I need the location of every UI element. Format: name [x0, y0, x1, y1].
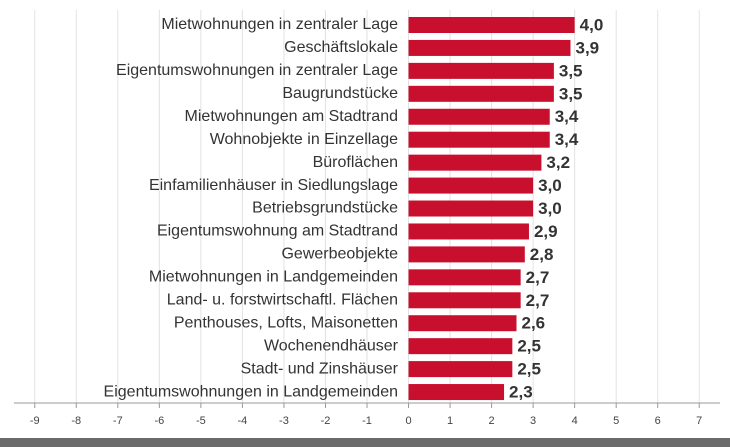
x-tick-label: 7: [696, 415, 702, 427]
category-label: Stadt- und Zinshäuser: [241, 360, 399, 377]
category-label: Mietwohnungen am Stadtrand: [185, 108, 398, 125]
bar: [408, 315, 517, 332]
x-tick-label: 6: [655, 415, 661, 427]
value-label: 2,6: [522, 314, 546, 333]
value-label: 3,5: [559, 61, 583, 80]
x-tick-label: -3: [279, 415, 289, 427]
value-label: 2,8: [530, 245, 554, 264]
x-tick-label: -2: [321, 415, 331, 427]
value-label: 3,0: [538, 199, 562, 218]
category-label: Land- u. forstwirtschaftl. Flächen: [167, 291, 398, 308]
category-label: Eigentumswohnung am Stadtrand: [157, 223, 398, 240]
category-label: Wohnobjekte in Einzellage: [210, 131, 398, 148]
x-tick-label: -6: [154, 415, 164, 427]
category-label: Eigentumswohnungen in Landgemeinden: [104, 383, 398, 400]
bottom-bar: [0, 438, 730, 447]
value-label: 2,3: [509, 383, 533, 402]
category-label: Gewerbeobjekte: [281, 246, 398, 263]
value-label: 3,4: [555, 107, 579, 126]
x-tick-label: -9: [30, 415, 40, 427]
bar: [408, 17, 575, 33]
value-label: 2,7: [526, 291, 550, 310]
value-label: 3,2: [546, 153, 570, 172]
value-label: 2,5: [517, 360, 541, 379]
x-tick-label: -8: [71, 415, 81, 427]
bar: [408, 154, 542, 171]
x-tick-label: 1: [447, 415, 453, 427]
bar: [408, 108, 550, 125]
x-tick-label: -4: [238, 415, 248, 427]
category-label: Wochenendhäuser: [264, 337, 399, 354]
bar: [408, 85, 554, 102]
bar: [408, 246, 525, 263]
value-label: 3,4: [555, 130, 579, 149]
bar: [408, 177, 534, 194]
bar: [408, 361, 513, 378]
category-label: Betriebsgrundstücke: [252, 200, 398, 217]
bar: [408, 338, 513, 355]
value-label: 2,7: [526, 268, 550, 287]
bar: [408, 223, 529, 240]
x-tick-label: -1: [362, 415, 372, 427]
category-label: Eigentumswohnungen in zentraler Lage: [116, 62, 398, 79]
bar: [408, 292, 521, 309]
value-label: 2,5: [517, 337, 541, 356]
x-tick-label: 5: [613, 415, 619, 427]
category-label: Büroflächen: [313, 154, 398, 171]
value-label: 3,0: [538, 176, 562, 195]
x-tick-label: 4: [572, 415, 578, 427]
bar: [408, 200, 534, 217]
bar: [408, 62, 554, 79]
value-label: 2,9: [534, 222, 558, 241]
bar: [408, 269, 521, 286]
category-label: Einfamilienhäuser in Siedlungslage: [149, 177, 398, 194]
bar: [408, 39, 571, 56]
x-tick-label: 3: [530, 415, 536, 427]
x-tick-label: 0: [405, 415, 411, 427]
category-label: Mietwohnungen in Landgemeinden: [149, 269, 398, 286]
x-tick-label: 2: [489, 415, 495, 427]
bar: [408, 131, 550, 148]
x-tick-label: -5: [196, 415, 206, 427]
category-label: Mietwohnungen in zentraler Lage: [161, 16, 398, 33]
category-label: Baugrundstücke: [282, 85, 398, 102]
value-label: 4,0: [580, 15, 604, 34]
category-label: Geschäftslokale: [284, 39, 398, 56]
x-tick-label: -7: [113, 415, 123, 427]
bar: [408, 384, 505, 401]
category-label: Penthouses, Lofts, Maisonetten: [174, 314, 398, 331]
value-label: 3,5: [559, 84, 583, 103]
value-label: 3,9: [575, 38, 599, 57]
